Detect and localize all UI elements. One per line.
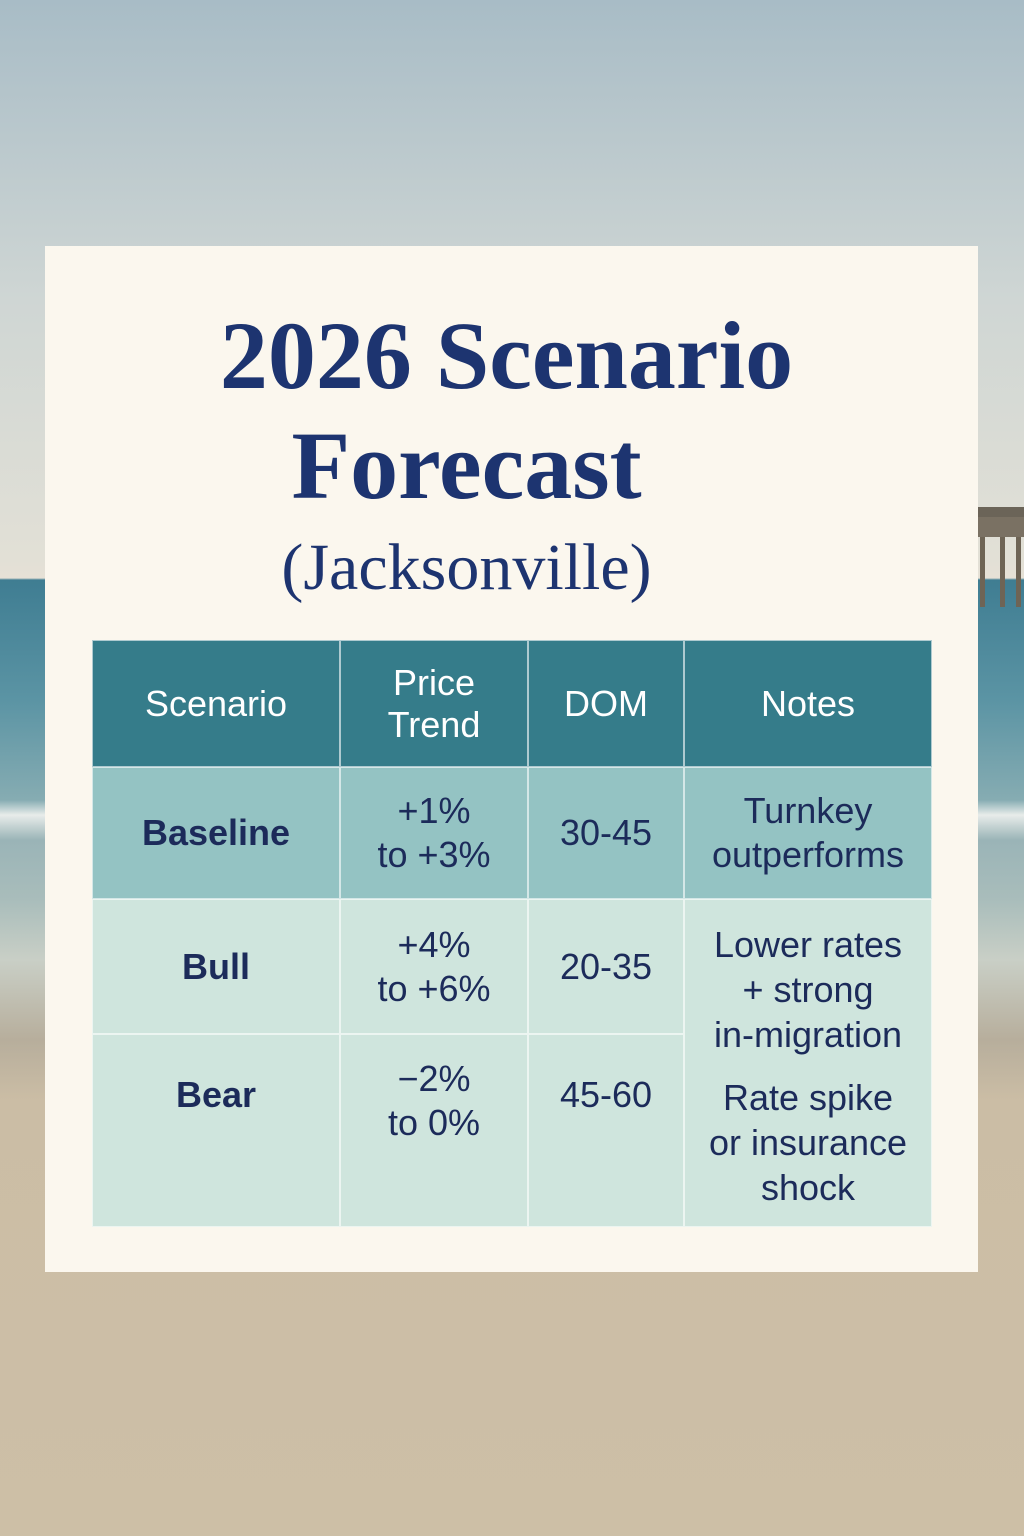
notes-line: or insurance — [708, 1122, 908, 1163]
baseline-scenario: Baseline — [92, 767, 340, 899]
price-line: −2% — [397, 1058, 471, 1099]
price-line: to +3% — [377, 834, 491, 875]
price-line: to +6% — [377, 967, 491, 1009]
notes-line: Rate spike — [722, 1077, 894, 1118]
bull-scenario: Bull — [92, 899, 340, 1034]
notes-line: shock — [760, 1167, 856, 1208]
price-line: +4% — [397, 923, 471, 965]
notes-line: Lower rates — [713, 924, 903, 965]
price-line: +1% — [397, 790, 471, 831]
notes-line: Turnkey — [743, 790, 873, 831]
baseline-price: +1% to +3% — [340, 767, 528, 899]
header-price-trend: Price Trend — [340, 640, 528, 767]
pier-illustration — [978, 507, 1024, 607]
baseline-dom: 30-45 — [528, 767, 684, 899]
title-line-3: (Jacksonville) — [281, 531, 652, 604]
bull-price: +4% to +6% — [340, 899, 528, 1034]
header-dom: DOM — [528, 640, 684, 767]
bull-dom: 20-35 — [528, 899, 684, 1034]
bear-dom: 45-60 — [528, 1034, 684, 1227]
notes-line: in-migration — [713, 1014, 903, 1055]
bull-bear-notes: Lower rates + strong in-migration Rate s… — [684, 899, 932, 1227]
bear-scenario: Bear — [92, 1034, 340, 1227]
title-line-1: 2026 Scenario — [219, 302, 794, 409]
notes-line: + strong — [742, 969, 874, 1010]
notes-line: outperforms — [711, 834, 905, 875]
bear-price: −2% to 0% — [340, 1034, 528, 1227]
title-line-2: Forecast — [291, 412, 642, 519]
header-notes: Notes — [684, 640, 932, 767]
baseline-notes: Turnkey outperforms — [684, 767, 932, 899]
header-scenario: Scenario — [92, 640, 340, 767]
price-line: to 0% — [387, 1102, 481, 1143]
